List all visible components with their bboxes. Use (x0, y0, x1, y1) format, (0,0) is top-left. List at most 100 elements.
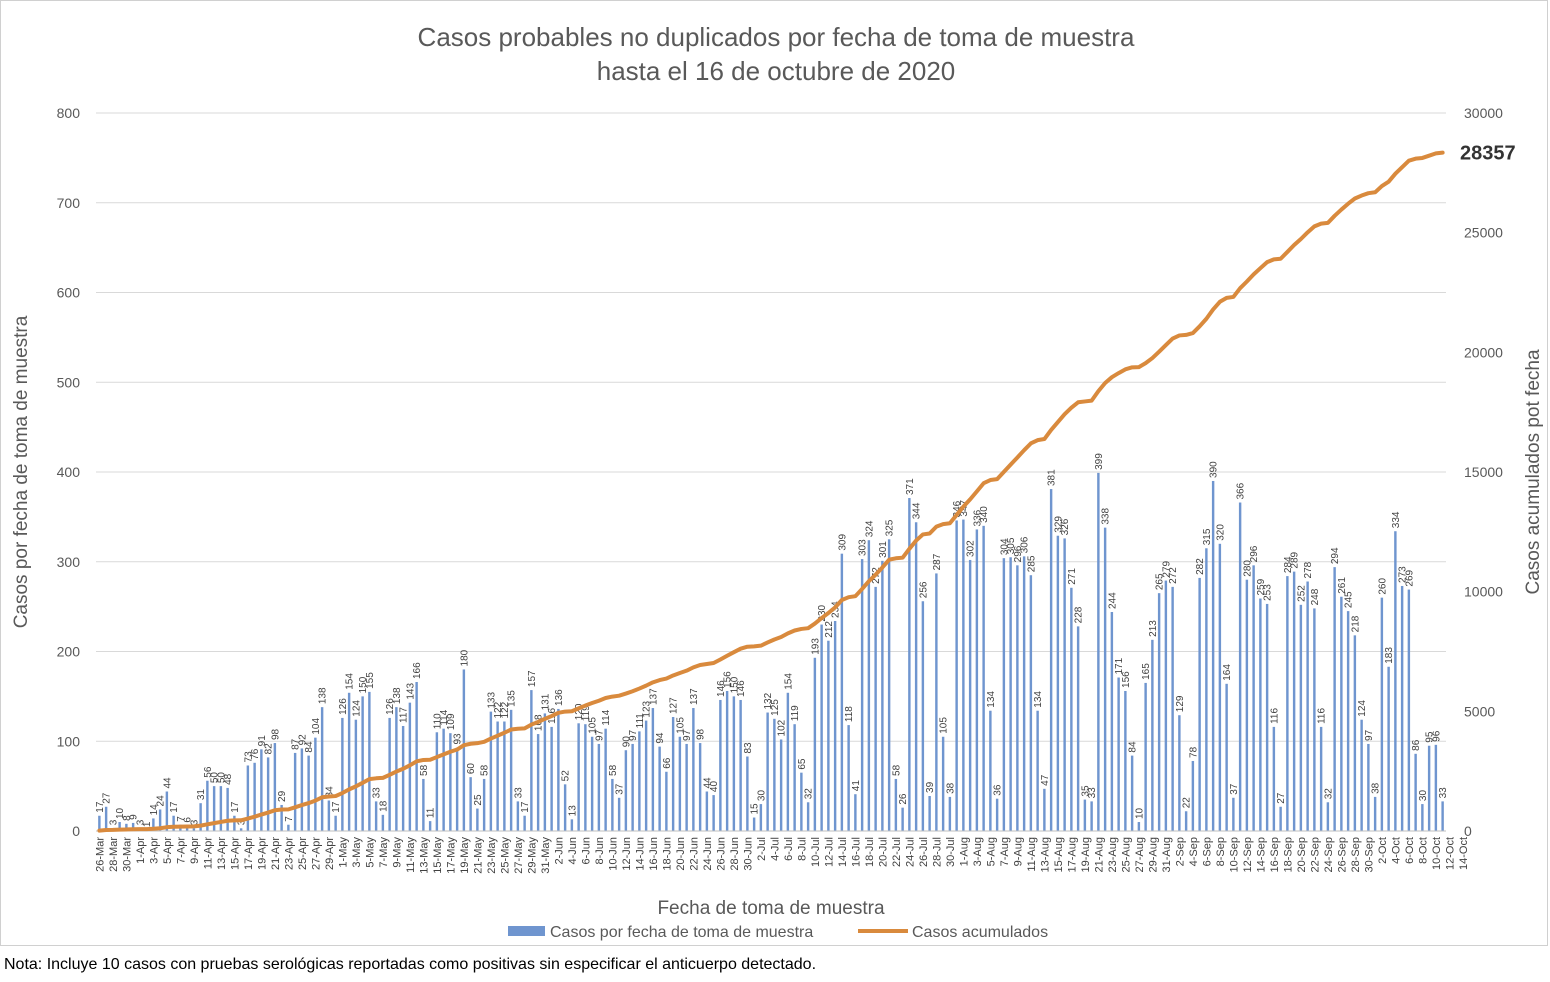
bar (1373, 796, 1377, 831)
x-tick-label: 25-Aug (1120, 837, 1132, 872)
bar-data-label: 390 (1209, 461, 1220, 478)
bar-data-label: 33 (1087, 787, 1098, 799)
bar (901, 807, 904, 831)
bar-data-label: 156 (723, 671, 734, 688)
x-tick-label: 6-Oct (1404, 837, 1416, 864)
bar-data-label: 31 (196, 789, 207, 801)
bar-data-label: 278 (1303, 561, 1314, 578)
bar-data-label: 96 (1431, 730, 1442, 742)
bar (1056, 535, 1060, 831)
bar (887, 539, 891, 831)
x-tick-label: 26-Mar (94, 837, 106, 872)
bar (341, 717, 344, 831)
bar (192, 828, 196, 831)
bar-data-label: 17 (95, 801, 106, 813)
bar (381, 814, 385, 831)
bar (982, 525, 985, 831)
bar-data-label: 1 (142, 821, 153, 827)
bar (104, 806, 108, 831)
x-tick-label: 1-Aug (958, 837, 970, 866)
bar-data-label: 114 (601, 709, 612, 725)
bar (125, 823, 128, 831)
bar (1171, 586, 1174, 831)
bar (604, 728, 607, 831)
bar (860, 559, 864, 831)
bar (1083, 799, 1087, 831)
bar (1144, 682, 1147, 831)
bar (725, 690, 729, 831)
x-tick-label: 30-Sep (1363, 837, 1375, 872)
x-tick-label: 7-May (378, 837, 390, 868)
bar (1232, 797, 1235, 831)
bar (327, 800, 331, 831)
x-axis-title: Fecha de toma de muestra (657, 898, 884, 919)
bar (617, 797, 621, 831)
bar (550, 726, 553, 831)
bar-data-label: 261 (1337, 577, 1348, 594)
x-tick-label: 6-Jul (783, 837, 795, 861)
bar-data-label: 119 (790, 705, 801, 721)
bar (894, 778, 898, 831)
bar-data-label: 90 (621, 736, 632, 748)
bar-data-label: 248 (1310, 588, 1321, 605)
bar-data-label: 40 (709, 781, 720, 793)
x-tick-label: 28-Jul (931, 837, 943, 867)
bar-data-label: 256 (918, 581, 929, 598)
legend-label-bars: Casos por fecha de toma de muestra (550, 924, 813, 941)
x-tick-label: 11-Apr (202, 837, 214, 870)
bar (955, 520, 958, 831)
x-tick-label: 22-Jul (891, 837, 903, 867)
bar (219, 786, 223, 831)
y-left-tick-label: 0 (72, 823, 80, 839)
x-tick-label: 31-Aug (1161, 837, 1173, 872)
y-left-tick-label: 600 (57, 285, 81, 301)
bar (678, 736, 682, 831)
bar (1225, 683, 1228, 831)
bar (766, 712, 769, 831)
x-tick-label: 1-Apr (135, 837, 147, 864)
bar-data-label: 119 (581, 705, 592, 721)
bar-data-label: 94 (655, 732, 666, 744)
bar (1029, 575, 1033, 831)
y-left-axis-title: Casos por fecha de toma de muestra (11, 315, 32, 628)
bar (1130, 755, 1134, 831)
bar (995, 798, 999, 831)
y-right-tick-label: 30000 (1464, 105, 1503, 121)
bar (1333, 567, 1336, 831)
bar-data-label: 272 (1168, 567, 1179, 584)
bar-data-label: 125 (770, 699, 781, 716)
bar (638, 731, 641, 831)
bar (293, 752, 297, 831)
bar (759, 804, 763, 831)
bar-data-label: 105 (939, 717, 950, 734)
bar (698, 743, 702, 831)
bar (1421, 804, 1424, 831)
bar (455, 747, 459, 831)
bar-data-label: 127 (669, 697, 680, 714)
x-tick-label: 15-Apr (229, 837, 241, 870)
bar (206, 780, 209, 831)
bar (428, 821, 432, 831)
bar (320, 707, 324, 831)
bar (935, 573, 938, 831)
bar-data-label: 265 (1155, 573, 1166, 590)
bar (1103, 527, 1107, 831)
x-tick-label: 30-Jun (742, 837, 754, 871)
x-tick-label: 29-May (526, 837, 538, 874)
bar (509, 709, 513, 831)
bar-data-label: 120 (574, 703, 585, 720)
x-tick-label: 2-Jun (553, 837, 565, 865)
x-tick-label: 26-Jul (918, 837, 930, 867)
x-tick-label: 8-Sep (1215, 837, 1227, 866)
bar (685, 743, 688, 831)
x-tick-label: 19-May (459, 837, 471, 874)
bar-data-label: 381 (1047, 469, 1058, 486)
bar (1360, 719, 1363, 831)
bar (1407, 589, 1411, 831)
bar-data-label: 336 (972, 509, 983, 526)
y-right-tick-label: 5000 (1464, 703, 1495, 719)
bar-data-label: 289 (1290, 551, 1301, 568)
x-tick-label: 16-Jul (850, 837, 862, 867)
bar (1340, 596, 1343, 831)
bar-data-label: 30 (1418, 790, 1429, 802)
